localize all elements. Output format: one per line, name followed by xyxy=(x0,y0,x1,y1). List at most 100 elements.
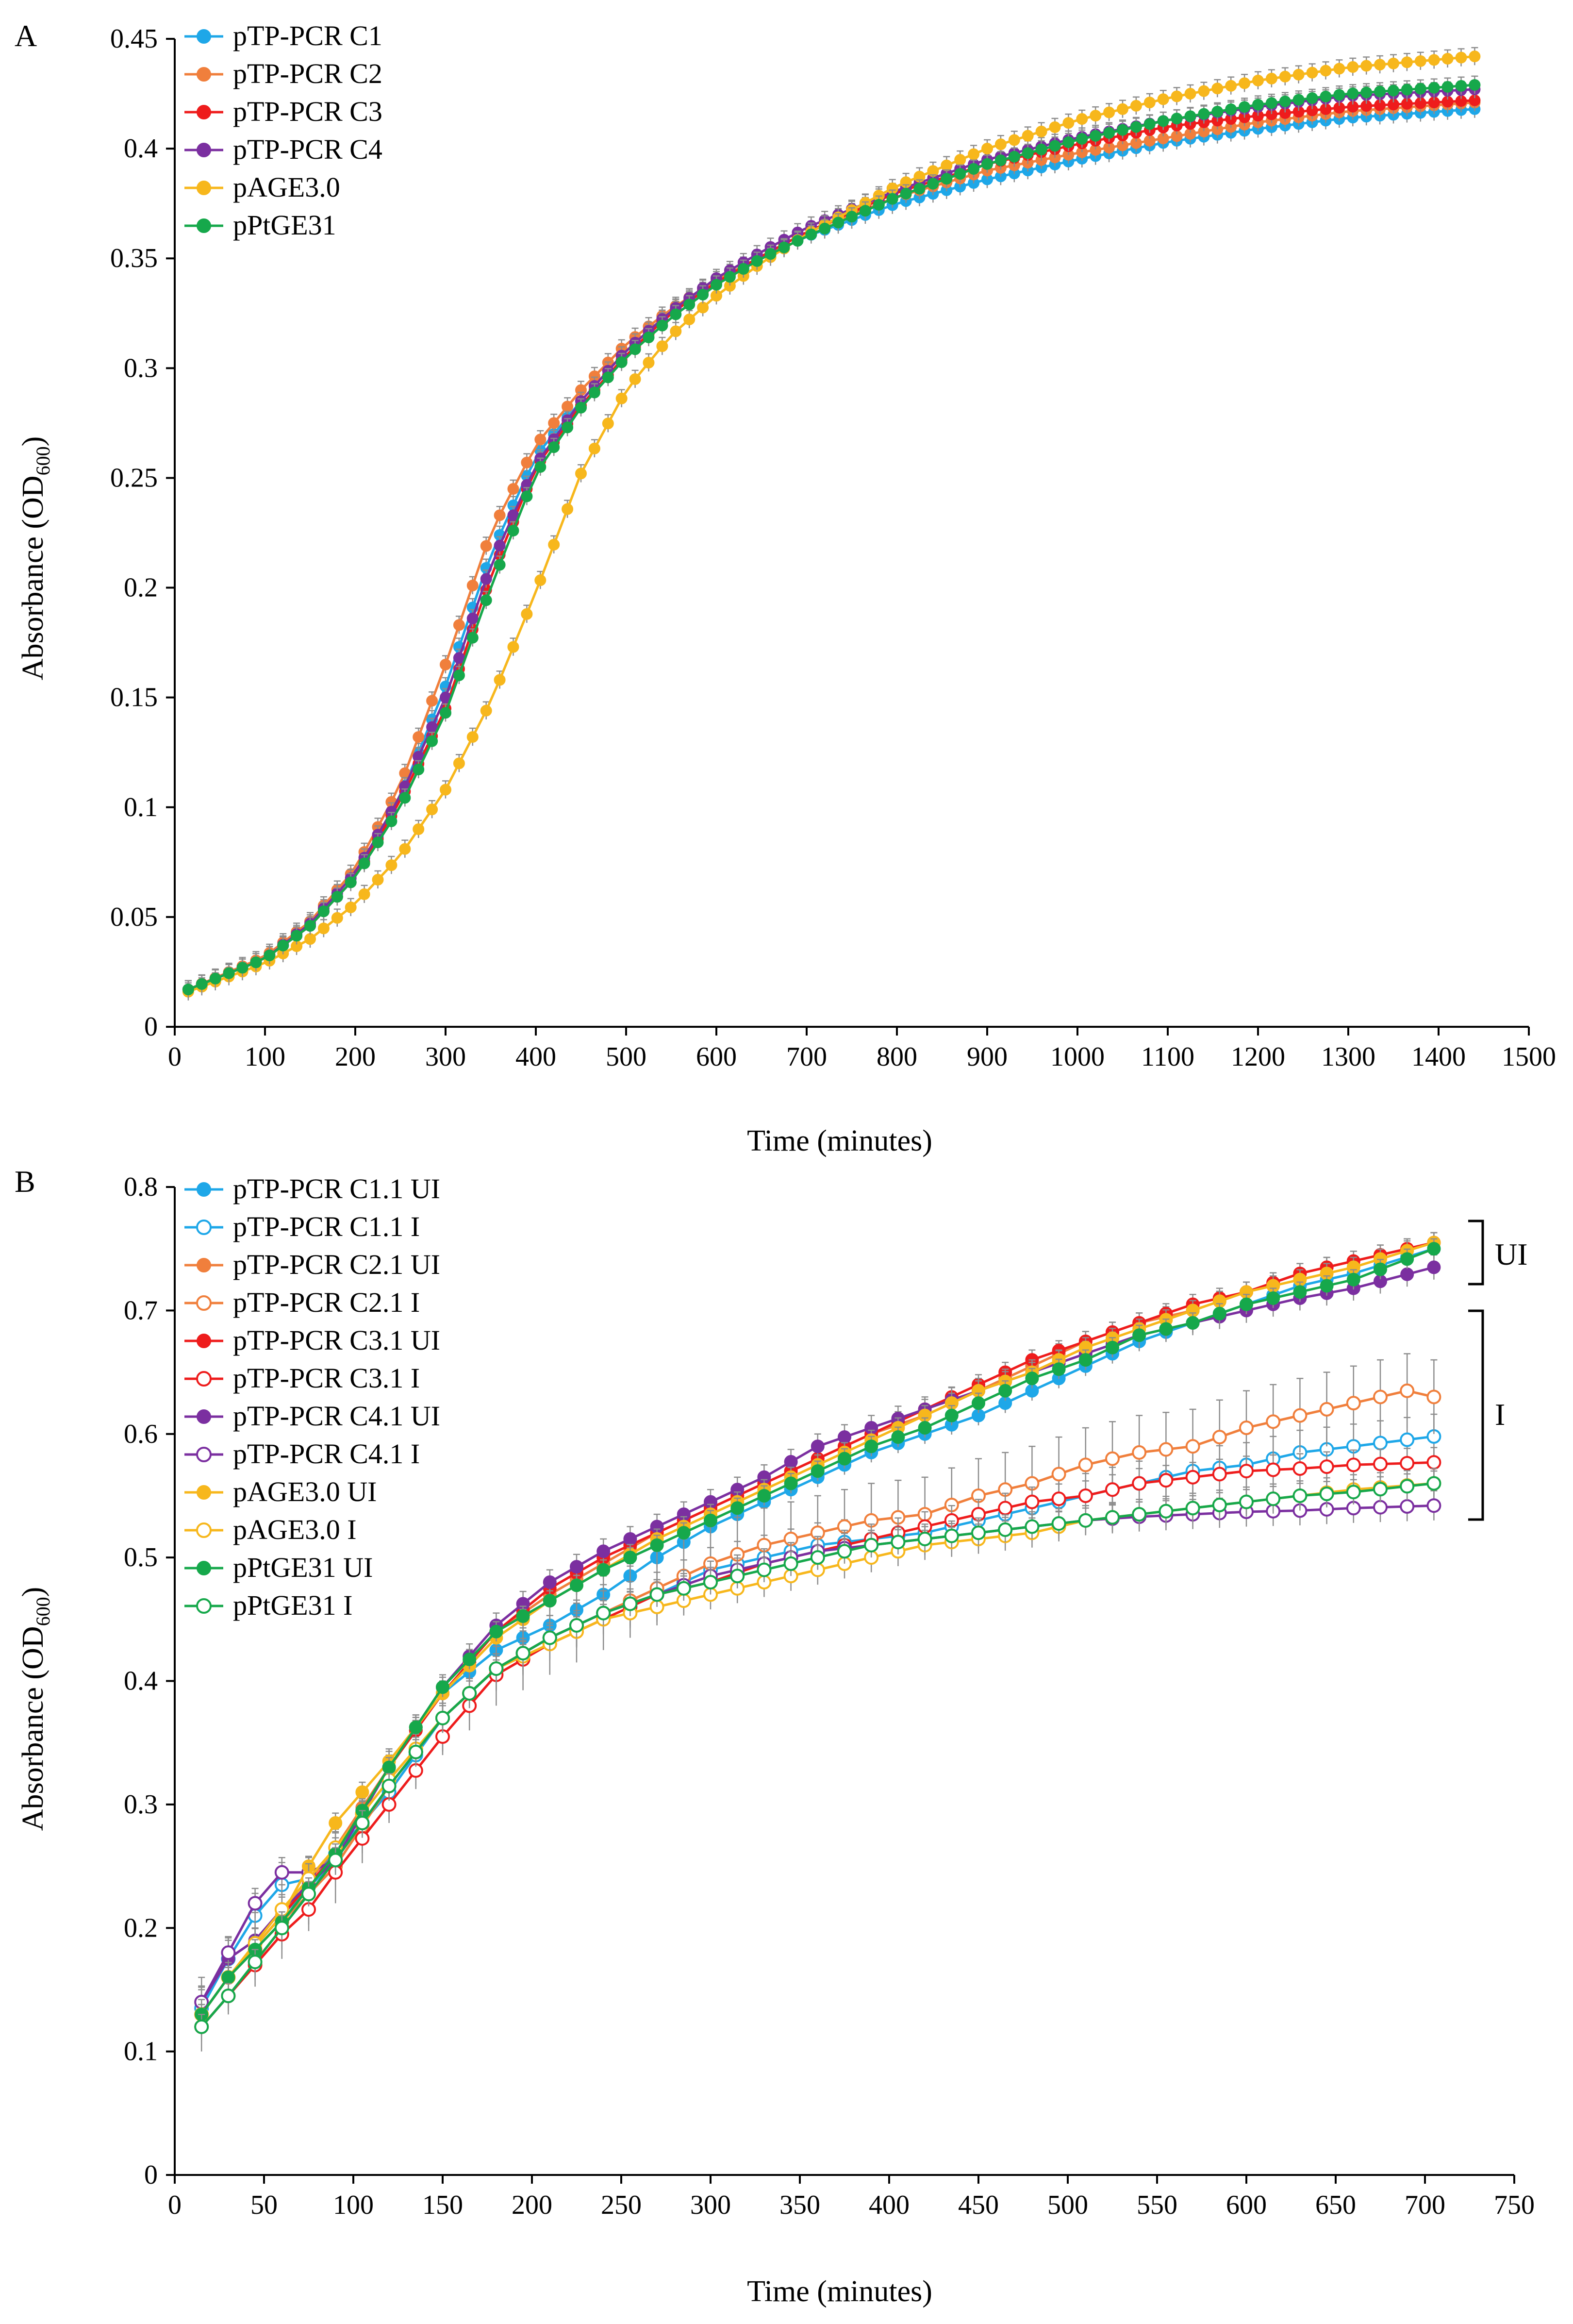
panel-b-data-point xyxy=(274,1865,289,1880)
panel-b-legend-label: pTP-PCR C4.1 I xyxy=(233,1438,420,1470)
panel-b-data-point xyxy=(1159,1504,1174,1519)
panel-b-data-point xyxy=(1346,1485,1361,1500)
panel-b-legend-label: pTP-PCR C2.1 I xyxy=(233,1287,420,1318)
panel-b-data-point xyxy=(623,1532,637,1546)
panel-a-data-point xyxy=(927,178,939,190)
panel-b-data-point xyxy=(301,1887,316,1902)
panel-b-data-point xyxy=(329,1816,343,1830)
panel-a-y-tick-label: 0.2 xyxy=(124,573,158,603)
panel-a-data-point xyxy=(1171,113,1183,125)
panel-a-data-point xyxy=(507,641,519,653)
panel-b-data-point xyxy=(864,1439,878,1454)
panel-b-legend-marker xyxy=(196,1295,212,1311)
panel-a-data-point xyxy=(548,417,560,429)
panel-b-data-point xyxy=(1025,1371,1039,1386)
panel-b-data-point xyxy=(1105,1482,1120,1497)
panel-a-data-point xyxy=(345,901,357,913)
panel-b-legend-marker xyxy=(197,1334,211,1348)
panel-a-data-point xyxy=(534,434,546,446)
panel-a-x-tick-label: 1500 xyxy=(1502,1042,1556,1072)
panel-a-data-point xyxy=(1347,87,1359,100)
panel-b-data-point xyxy=(382,1760,396,1774)
panel-b-legend-marker xyxy=(196,1220,212,1235)
panel-b-data-point xyxy=(1346,1457,1361,1472)
panel-a-data-point xyxy=(588,442,600,454)
panel-a-data-point xyxy=(792,235,804,247)
panel-a-data-point xyxy=(548,538,560,551)
panel-a-series-4 xyxy=(182,47,1481,1001)
panel-b-data-point xyxy=(811,1464,825,1478)
panel-a-data-point xyxy=(250,956,262,969)
panel-b-y-tick-label: 0.6 xyxy=(124,1419,158,1449)
panel-b-legend-marker xyxy=(197,1485,211,1500)
panel-a-data-point xyxy=(846,211,858,223)
panel-a-data-point xyxy=(1265,97,1277,109)
panel-a-legend-label: pAGE3.0 xyxy=(233,171,340,203)
panel-b-data-point xyxy=(1051,1467,1066,1482)
panel-b-data-point xyxy=(1293,1285,1307,1299)
panel-b-data-point xyxy=(944,1408,959,1422)
ui-bracket xyxy=(1468,1220,1484,1286)
panel-a-data-point xyxy=(643,332,655,344)
panel-a-data-point xyxy=(548,441,560,453)
panel-a-legend-label: pPtGE31 xyxy=(233,209,336,241)
panel-a-y-tick-label: 0 xyxy=(144,1012,158,1042)
panel-b-legend-label: pTP-PCR C4.1 UI xyxy=(233,1400,440,1432)
panel-b-data-point xyxy=(570,1578,583,1592)
panel-a-data-point xyxy=(1103,127,1115,139)
panel-a-data-point xyxy=(1374,59,1386,71)
panel-b-data-point xyxy=(704,1513,717,1527)
panel-b-data-point xyxy=(837,1544,852,1559)
panel-a-x-tick-label: 100 xyxy=(245,1042,285,1072)
panel-b-data-point xyxy=(355,1785,369,1799)
panel-a-data-point xyxy=(480,540,492,552)
panel-a-data-point xyxy=(1360,86,1373,99)
panel-a-data-point xyxy=(615,356,628,368)
panel-b-data-point xyxy=(221,1989,236,2004)
panel-b-y-tick-label: 0.3 xyxy=(124,1789,158,1820)
panel-b-legend-marker xyxy=(197,1561,211,1575)
panel-a-data-point xyxy=(1130,100,1142,112)
panel-b-y-axis-title: Absorbance (OD600) xyxy=(17,1587,54,1831)
panel-a-data-point xyxy=(1130,121,1142,133)
panel-b-y-axis-title-main: Absorbance (OD xyxy=(17,1626,50,1831)
panel-a-data-point xyxy=(656,340,668,352)
panel-a-data-point xyxy=(507,483,519,495)
panel-b-data-point xyxy=(811,1439,825,1454)
panel-a-x-tick-label: 200 xyxy=(335,1042,376,1072)
panel-b-data-point xyxy=(1239,1464,1254,1479)
panel-a-data-point xyxy=(534,574,546,586)
panel-b-data-point xyxy=(1373,1500,1388,1515)
panel-a-data-point xyxy=(480,704,492,717)
panel-a-data-point xyxy=(1171,90,1183,102)
panel-a-data-point xyxy=(480,594,492,606)
panel-a-data-point xyxy=(1198,108,1210,120)
panel-a-data-point xyxy=(968,163,980,175)
panel-a-x-tick-label: 800 xyxy=(877,1042,917,1072)
panel-b-data-point xyxy=(408,1744,423,1759)
panel-b-data-point xyxy=(1266,1414,1281,1429)
panel-a-data-point xyxy=(331,891,343,903)
panel-b-data-point xyxy=(569,1618,584,1633)
panel-b-data-point xyxy=(1185,1439,1200,1454)
panel-b-data-point xyxy=(1185,1470,1200,1485)
panel-b-y-tick-label: 0.7 xyxy=(124,1295,158,1325)
panel-a-data-point xyxy=(345,876,357,888)
panel-a-data-point xyxy=(494,674,506,686)
panel-a-data-point xyxy=(1035,125,1047,137)
panel-a-data-point xyxy=(575,401,587,414)
panel-a-data-point xyxy=(466,731,479,743)
panel-a-data-point xyxy=(1320,65,1332,77)
panel-b-data-point xyxy=(1159,1442,1174,1457)
panel-a-data-point xyxy=(521,490,533,502)
panel-a-data-point xyxy=(1441,53,1454,65)
panel-a-data-point xyxy=(385,859,397,871)
panel-b-data-point xyxy=(489,1661,504,1676)
panel-b-data-point xyxy=(1346,1272,1360,1287)
panel-b-legend-marker xyxy=(196,1371,212,1387)
panel-a-data-point xyxy=(440,784,451,796)
panel-b-data-point xyxy=(489,1624,503,1639)
panel-a-data-point xyxy=(223,967,235,979)
panel-a-data-point xyxy=(1008,150,1020,163)
panel-b-legend-label: pAGE3.0 I xyxy=(233,1514,357,1545)
